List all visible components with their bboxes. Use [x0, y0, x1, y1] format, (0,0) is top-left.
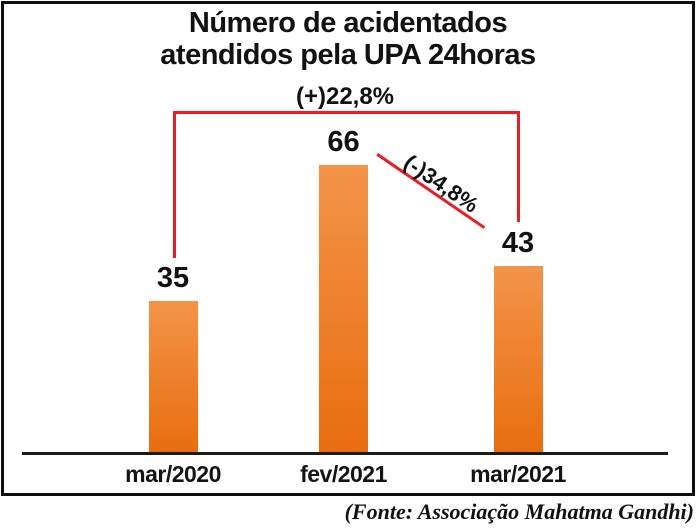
source-credit: (Fonte: Associação Mahatma Gandhi): [344, 499, 694, 524]
bar-mar/2020: [148, 301, 198, 455]
bar-mar/2021: [493, 266, 543, 455]
value-label-mar/2021: 43: [501, 227, 535, 259]
chart-title-line1: Número de acidentados: [188, 7, 508, 39]
bar-fev/2021: [319, 165, 368, 455]
increase-annotation: (+)22,8%: [295, 83, 395, 110]
category-label-mar/2021: mar/2021: [470, 461, 566, 487]
chart-title-line2: atendidos pela UPA 24horas: [160, 39, 536, 71]
category-label-fev/2021: fev/2021: [300, 461, 387, 487]
x-axis-line: [22, 452, 668, 455]
increase-bracket-right-line: [517, 111, 520, 222]
increase-bracket-horizontal-line: [173, 111, 520, 114]
value-label-mar/2020: 35: [156, 262, 190, 294]
value-label-fev/2021: 66: [327, 126, 360, 158]
increase-bracket-left-line: [173, 111, 176, 258]
decrease-annotation: (-)34,8%: [399, 149, 484, 218]
category-label-mar/2020: mar/2020: [125, 461, 221, 487]
chart-title: Número de acidentados atendidos pela UPA…: [0, 7, 696, 71]
